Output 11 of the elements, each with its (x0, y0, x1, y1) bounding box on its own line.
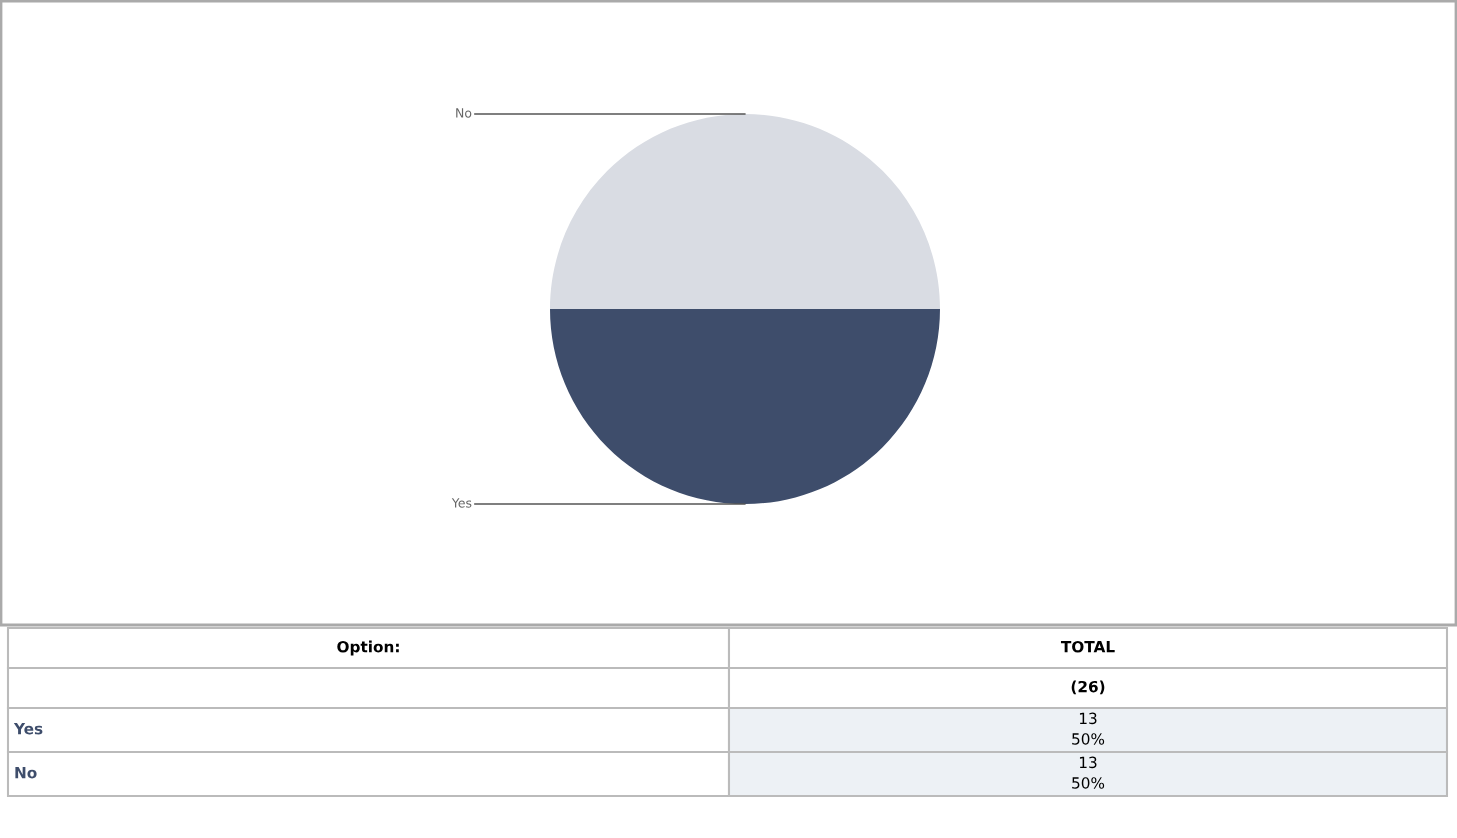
text: (26) (1071, 680, 1105, 695)
text: 13 50% (1072, 712, 1105, 745)
slice-label: Yes (451, 498, 472, 508)
slice-label: No (456, 108, 472, 118)
category-label: Yes (13, 723, 43, 735)
pie-slice (550, 114, 940, 309)
text: TOTAL (1060, 640, 1115, 653)
text: 13 50% (1072, 756, 1105, 789)
text: Option: (337, 640, 399, 656)
pie-slice (550, 309, 940, 504)
category-label: No (15, 767, 37, 779)
